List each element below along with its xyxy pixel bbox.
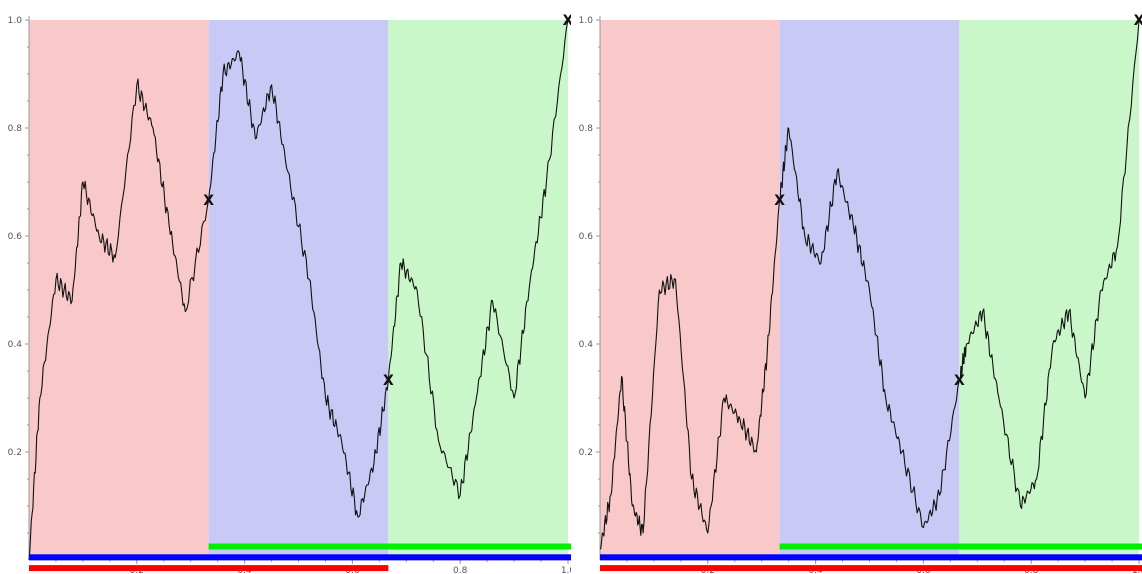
data-curve — [599, 19, 1140, 550]
band-green — [959, 20, 1139, 560]
band-red — [600, 20, 780, 560]
bar-blue — [29, 554, 571, 561]
y-tick-label: 0.6 — [8, 232, 23, 242]
y-tick-label: 0.6 — [579, 232, 594, 242]
y-tick-label: 0.4 — [579, 340, 594, 350]
y-tick-label: 0.4 — [8, 340, 23, 350]
point-marker: X — [383, 373, 394, 389]
point-marker: X — [1134, 13, 1142, 29]
y-tick-label: 1.0 — [579, 16, 594, 26]
y-tick-label: 0.2 — [579, 448, 593, 458]
chart-right: 0.20.40.60.81.00.20.40.60.81.0XXXX — [579, 13, 1142, 574]
point-marker: X — [563, 13, 571, 29]
x-tick-label: 0.8 — [453, 566, 468, 574]
bar-red — [29, 565, 389, 572]
y-tick-label: 0.2 — [8, 448, 22, 458]
bar-red — [600, 565, 1142, 572]
data-curve — [28, 19, 569, 561]
y-tick-label: 0.8 — [8, 124, 23, 134]
y-tick-label: 0.8 — [579, 124, 594, 134]
x-tick-label: 1.0 — [561, 566, 571, 574]
y-tick-label: 1.0 — [8, 16, 23, 26]
bar-blue — [600, 554, 1142, 561]
band-blue — [208, 20, 389, 560]
bar-green — [208, 543, 571, 550]
point-marker: X — [203, 193, 214, 209]
point-marker: X — [954, 373, 965, 389]
point-marker: X — [774, 193, 785, 209]
bar-green — [779, 543, 1142, 550]
band-green — [388, 20, 568, 560]
chart-left: 0.20.40.60.81.00.20.40.60.81.0XXXX — [8, 13, 571, 574]
